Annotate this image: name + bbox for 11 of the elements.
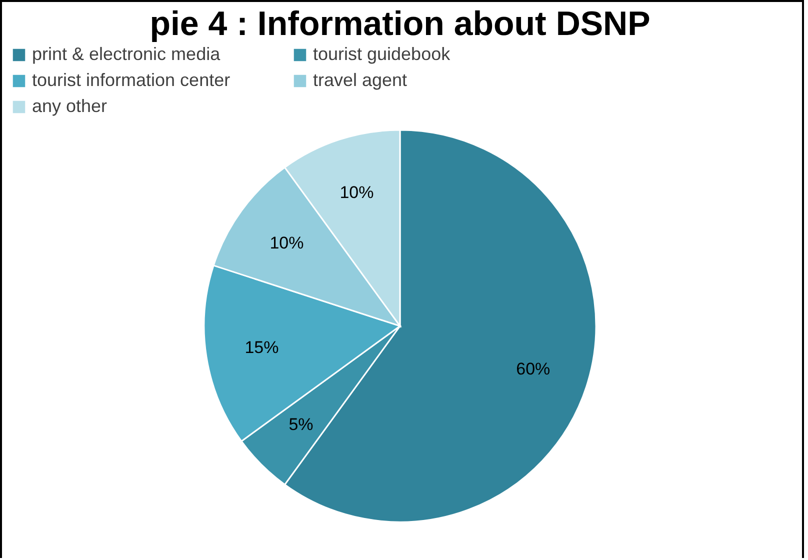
data-label: 10% [340, 182, 374, 202]
data-label: 5% [288, 414, 314, 434]
legend-label: tourist guidebook [313, 44, 452, 64]
chart-title: pie 4 : Information about DSNP [150, 5, 650, 43]
data-label: 10% [270, 234, 304, 253]
legend-label: tourist information center [32, 70, 230, 90]
legend-label: any other [32, 96, 108, 116]
data-label: 60% [516, 359, 550, 378]
legend-label: travel agent [313, 70, 408, 90]
legend-label: print & electronic media [32, 44, 222, 64]
data-label: 15% [244, 338, 279, 357]
